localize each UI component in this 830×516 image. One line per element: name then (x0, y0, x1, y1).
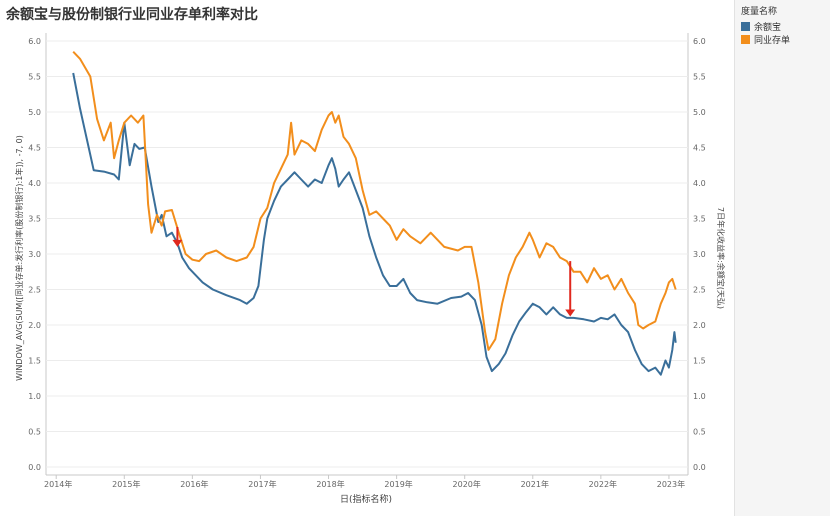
y-tick-label-left: 5.5 (28, 73, 41, 82)
chart-title: 余额宝与股份制银行业同业存单利率对比 (6, 7, 258, 23)
y-tick-label-right: 1.5 (693, 357, 706, 366)
y-tick-label-left: 1.0 (28, 392, 41, 401)
legend-item-ncd[interactable]: 同业存单 (741, 33, 790, 46)
x-tick-label: 2017年 (248, 479, 276, 489)
y-tick-label-left: 0.5 (28, 428, 41, 437)
x-tick-label: 2019年 (384, 479, 412, 489)
arrow-head (565, 309, 576, 317)
y-tick-label-right: 0.5 (693, 428, 706, 437)
series-line-yuebao (72, 72, 677, 376)
x-tick-label: 2021年 (521, 479, 549, 489)
y-tick-label-left: 1.5 (28, 357, 41, 366)
y-tick-label-left: 3.0 (28, 250, 41, 259)
y-tick-label-left: 4.0 (28, 179, 41, 188)
series-line-ncd (72, 51, 677, 351)
legend-swatch (741, 35, 750, 44)
y-tick-label-left: 2.5 (28, 286, 41, 295)
x-tick-label: 2022年 (589, 479, 617, 489)
x-tick-label: 2015年 (112, 479, 140, 489)
y-tick-label-right: 1.0 (693, 392, 706, 401)
y-tick-label-right: 6.0 (693, 37, 706, 46)
x-axis-label: 日(指标名称) (340, 493, 392, 505)
y-tick-label-left: 4.5 (28, 144, 41, 153)
right-y-axis: 0.0 0.5 1.0 1.5 2.0 2.5 3.0 3.5 4.0 4.5 5.0 5.5 6.0 (693, 37, 706, 472)
y-tick-label-right: 5.0 (693, 108, 706, 117)
x-tick-label: 2020年 (453, 479, 481, 489)
right-y-axis-label: 7日年化收益率:余额宝(天弘) (716, 207, 726, 309)
left-y-axis-label: WINDOW_AVG(SUM([同业存单:发行利率(股份制银行):1年]), -… (14, 135, 24, 381)
legend-panel: 度量名称 余额宝 同业存单 (734, 0, 830, 516)
line-chart: 0.00.51.01.52.02.53.03.54.04.55.05.56.0 … (14, 33, 726, 505)
left-y-axis: 0.0 0.5 1.0 1.5 2.0 2.5 3.0 3.5 4.0 4.5 5.0 5.5 6.0 (28, 37, 41, 472)
legend-label: 同业存单 (754, 36, 791, 46)
x-tick-label: 2016年 (180, 479, 208, 489)
annotations (172, 227, 576, 317)
x-tick-label: 2014年 (44, 479, 72, 489)
y-tick-label-left: 2.0 (28, 321, 41, 330)
y-tick-label-right: 3.5 (693, 215, 706, 224)
x-tick-label: 2018年 (316, 479, 344, 489)
y-tick-label-right: 2.0 (693, 321, 706, 330)
arrow-head (172, 239, 183, 247)
y-tick-label-left: 5.0 (28, 108, 41, 117)
legend-label: 余额宝 (754, 23, 782, 33)
x-axis: 2014年 2015年 2016年 2017年 2018年 2019年 2020年 2021年… (44, 475, 685, 489)
y-tick-label-right: 5.5 (693, 73, 706, 82)
y-tick-label-left: 6.0 (28, 37, 41, 46)
x-tick-label: 2023年 (657, 479, 685, 489)
series-lines (72, 51, 677, 376)
y-tick-label-right: 3.0 (693, 250, 706, 259)
legend-swatch (741, 22, 750, 31)
legend-item-yuebao[interactable]: 余额宝 (741, 20, 781, 33)
y-tick-label-right: 4.5 (693, 144, 706, 153)
y-tick-label-right: 0.0 (693, 463, 706, 472)
gridlines (45, 33, 689, 476)
y-tick-label-right: 2.5 (693, 286, 706, 295)
legend-title: 度量名称 (741, 7, 778, 17)
y-tick-label-left: 3.5 (28, 215, 41, 224)
y-tick-label-right: 4.0 (693, 179, 706, 188)
y-tick-label-left: 0.0 (28, 463, 41, 472)
